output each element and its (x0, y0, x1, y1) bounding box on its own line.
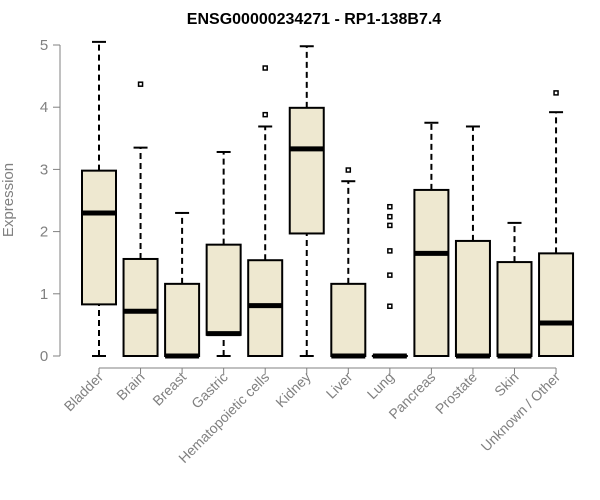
iqr-box (538, 252, 575, 357)
box-gastric (205, 150, 242, 357)
y-tick-label: 3 (40, 161, 48, 178)
outlier-point (387, 203, 393, 210)
chart-title: ENSG00000234271 - RP1-138B7.4 (187, 11, 441, 28)
iqr-box (288, 106, 325, 235)
iqr-box (454, 239, 491, 357)
box-brain (122, 81, 159, 357)
iqr-box (164, 282, 201, 357)
iqr-box (205, 243, 242, 336)
x-tick-label: Lung (364, 369, 397, 402)
box-pancreas (413, 121, 450, 357)
box-unknown-other (538, 90, 575, 357)
y-tick-label: 4 (40, 99, 48, 116)
outlier-point (387, 272, 393, 278)
box-lung (371, 203, 408, 359)
outlier-point (137, 81, 144, 87)
outlier-point (262, 65, 268, 71)
iqr-box (496, 261, 533, 357)
boxes-group (81, 40, 575, 359)
box-prostate (454, 125, 491, 359)
outlier-point (387, 222, 393, 229)
box-liver (330, 167, 367, 359)
outlier-point (387, 303, 393, 309)
iqr-box (122, 257, 159, 357)
box-kidney (288, 45, 325, 357)
iqr-box (413, 188, 450, 357)
x-tick-label: Skin (491, 369, 522, 400)
y-axis-label: Expression (0, 163, 17, 237)
y-tick-label: 2 (40, 224, 48, 241)
box-hematopoietic-cells (247, 65, 284, 358)
x-tick-label: Brain (113, 369, 147, 403)
box-breast (164, 211, 201, 359)
box-bladder (81, 40, 117, 357)
x-tick-label: Breast (149, 369, 189, 409)
outlier-point (345, 167, 352, 173)
x-tick-label: Bladder (61, 369, 107, 415)
x-tick-label: Prostate (432, 369, 480, 417)
y-tick-label: 0 (40, 348, 48, 365)
outlier-point (387, 213, 393, 220)
box-skin (496, 221, 533, 359)
x-tick-label: Liver (323, 369, 356, 402)
x-tick-label: Kidney (272, 369, 314, 411)
y-axis: 0 1 2 3 4 5 (40, 37, 61, 365)
iqr-box (330, 282, 367, 357)
iqr-box (81, 169, 117, 306)
y-tick-label: 5 (40, 37, 48, 54)
outlier-point (553, 90, 559, 96)
x-tick-label: Unknown / Other (478, 369, 564, 455)
outlier-point (262, 111, 268, 118)
outlier-point (387, 248, 393, 254)
y-tick-label: 1 (40, 286, 48, 303)
